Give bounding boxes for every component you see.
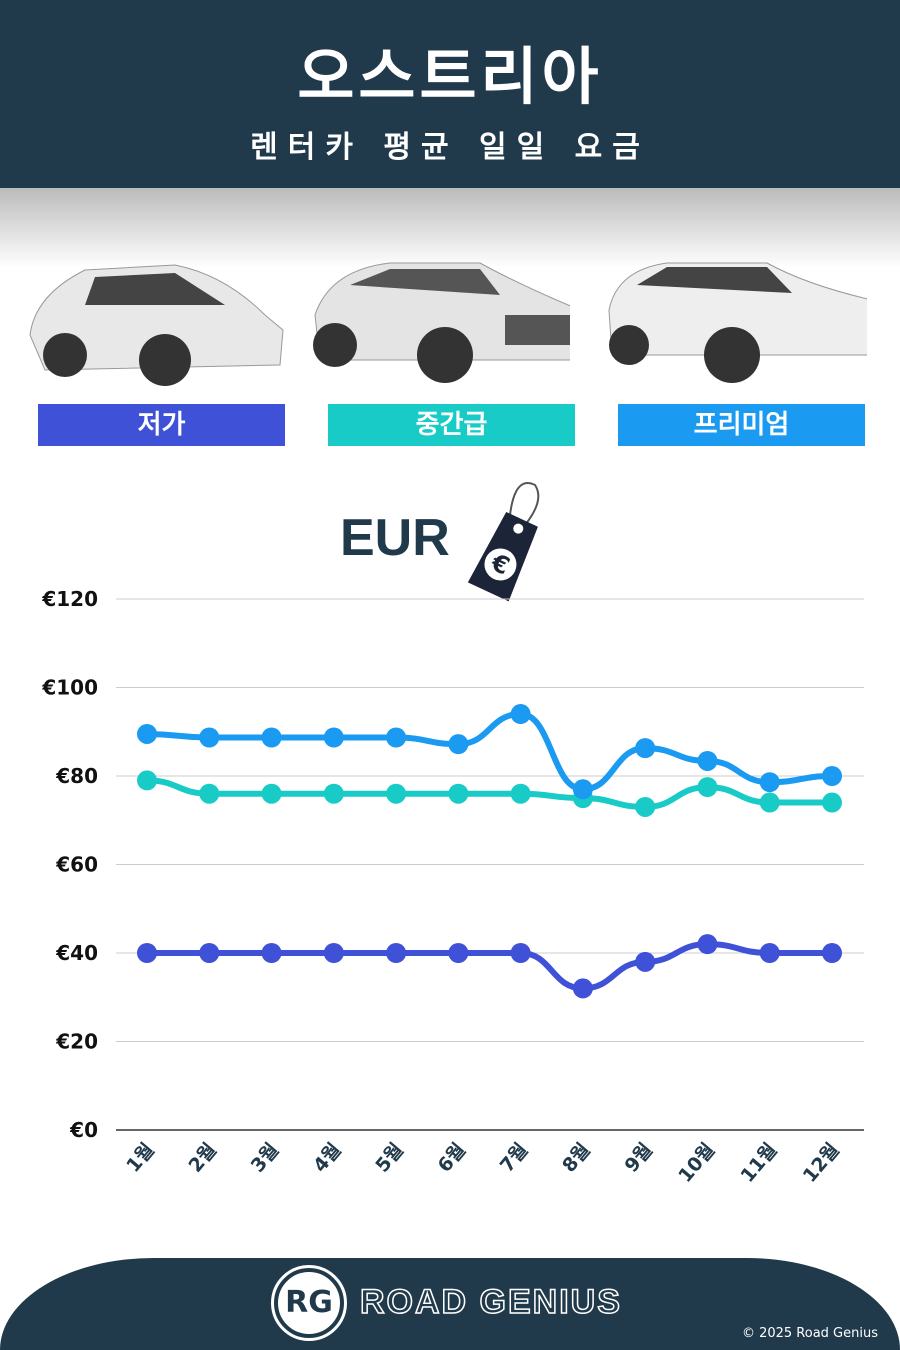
line-chart: €0 €20 €40 €60 €80 €100 €120 1월 2월 3월 4월 5월 6월 7월 8월 9월… — [41, 587, 864, 1187]
data-point — [323, 783, 344, 804]
data-point — [199, 727, 220, 748]
y-tick-label: €60 — [55, 853, 98, 877]
data-point — [137, 770, 157, 791]
data-point — [199, 943, 220, 963]
x-tick-label: 5월 — [371, 1139, 408, 1177]
economy-car-image — [29, 264, 284, 386]
brand-name: ROAD GENIUS — [359, 1282, 622, 1322]
data-point — [822, 792, 842, 813]
data-point — [759, 772, 780, 793]
data-point — [759, 943, 780, 963]
x-tick-label: 9월 — [620, 1139, 657, 1177]
legend-midsize: 중간급 — [328, 404, 575, 446]
x-tick-label: 3월 — [247, 1139, 284, 1177]
data-point — [822, 943, 842, 963]
data-point — [137, 943, 157, 963]
series-line — [146, 711, 833, 793]
x-tick-label: 6월 — [434, 1139, 471, 1177]
x-tick-label: 2월 — [185, 1139, 222, 1177]
y-tick-label: €100 — [41, 676, 98, 700]
data-point — [635, 738, 656, 759]
series-line — [146, 777, 832, 810]
euro-price-tag-icon: € — [467, 482, 540, 602]
data-point — [572, 779, 593, 800]
data-point — [510, 783, 531, 804]
data-point — [386, 783, 407, 804]
data-point — [323, 943, 344, 963]
data-point — [635, 951, 656, 972]
data-point — [386, 943, 407, 963]
currency-label: EUR — [340, 509, 450, 567]
data-point — [448, 783, 469, 804]
y-tick-label: €20 — [55, 1030, 98, 1054]
data-point — [448, 734, 469, 755]
data-point — [386, 727, 407, 748]
page-subtitle: 렌터카 평균 일일 요금 — [250, 130, 650, 165]
x-tick-label: 1월 — [122, 1139, 159, 1177]
legend-economy: 저가 — [38, 404, 285, 446]
footer — [0, 1258, 900, 1350]
data-point — [137, 723, 157, 744]
road-genius-logo: RG — [271, 1265, 347, 1341]
data-point — [635, 796, 656, 817]
x-tick-label: 7월 — [496, 1139, 533, 1177]
data-point — [697, 750, 718, 771]
legend-premium: 프리미엄 — [618, 404, 865, 446]
x-tick-label: 8월 — [558, 1139, 595, 1177]
data-point — [510, 943, 531, 963]
data-point — [448, 943, 469, 963]
data-point — [261, 783, 282, 804]
data-point — [697, 934, 718, 955]
x-tick-label: 10월 — [674, 1139, 719, 1187]
y-tick-label: €80 — [55, 764, 98, 788]
data-point — [572, 978, 593, 999]
data-point — [323, 727, 344, 748]
data-point — [199, 783, 220, 804]
data-point — [261, 943, 282, 963]
data-point — [822, 766, 842, 786]
data-point — [759, 792, 780, 813]
x-tick-label: 11월 — [736, 1139, 781, 1187]
x-tick-label: 4월 — [309, 1139, 346, 1177]
header: 오스트리아 렌터카 평균 일일 요금 — [0, 0, 900, 188]
midsize-car-image — [313, 262, 570, 383]
x-tick-label: 12월 — [799, 1139, 844, 1187]
copyright: © 2025 Road Genius — [741, 1326, 878, 1341]
data-point — [697, 777, 718, 798]
y-tick-label: €120 — [41, 587, 98, 611]
y-tick-label: €40 — [55, 941, 98, 965]
data-point — [261, 727, 282, 748]
series-line — [146, 941, 832, 992]
data-point — [510, 704, 531, 725]
page-title: 오스트리아 — [297, 40, 603, 113]
premium-car-image — [608, 262, 867, 383]
y-tick-label: €0 — [69, 1118, 98, 1142]
header-shadow — [0, 188, 900, 268]
